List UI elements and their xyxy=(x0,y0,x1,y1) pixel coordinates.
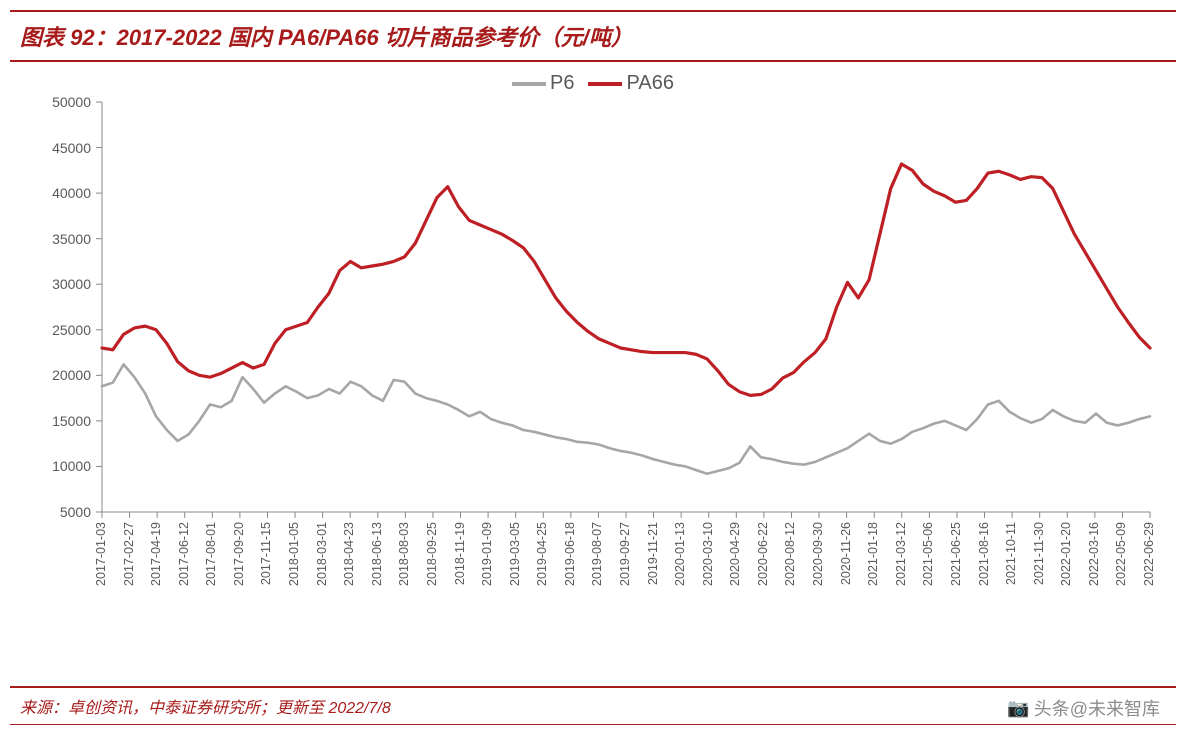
watermark-icon: 📷 xyxy=(1007,698,1029,719)
y-tick-label: 30000 xyxy=(52,276,91,292)
y-tick-label: 45000 xyxy=(52,140,91,156)
x-tick-label: 2021-03-12 xyxy=(894,522,908,586)
y-tick-label: 35000 xyxy=(52,231,91,247)
x-tick-label: 2018-01-05 xyxy=(287,522,301,586)
title-bar: 图表 92：2017-2022 国内 PA6/PA66 切片商品参考价（元/吨） xyxy=(10,10,1176,62)
watermark: 📷 头条@未来智库 xyxy=(1007,695,1160,721)
x-tick-label: 2019-09-27 xyxy=(618,522,632,586)
x-tick-label: 2017-01-03 xyxy=(94,522,108,586)
x-tick-label: 2020-06-22 xyxy=(756,522,770,586)
x-tick-label: 2022-03-16 xyxy=(1087,522,1101,586)
x-tick-label: 2021-01-18 xyxy=(866,522,880,586)
y-tick-label: 50000 xyxy=(52,94,91,110)
x-tick-label: 2019-11-21 xyxy=(646,522,660,585)
x-tick-label: 2018-04-23 xyxy=(342,522,356,586)
x-tick-label: 2018-08-03 xyxy=(397,522,411,586)
chart-title: 图表 92：2017-2022 国内 PA6/PA66 切片商品参考价（元/吨） xyxy=(20,25,633,50)
x-tick-label: 2020-01-13 xyxy=(673,522,687,586)
x-tick-label: 2017-06-12 xyxy=(177,522,191,586)
x-tick-label: 2022-05-09 xyxy=(1114,522,1128,586)
x-tick-label: 2017-02-27 xyxy=(122,522,136,586)
x-tick-label: 2019-01-09 xyxy=(480,522,494,586)
y-tick-label: 20000 xyxy=(52,367,91,383)
y-tick-label: 15000 xyxy=(52,413,91,429)
x-tick-label: 2021-08-16 xyxy=(977,522,991,586)
x-tick-label: 2022-01-20 xyxy=(1059,522,1073,586)
plot-area: P6 PA66 50001000015000200002500030000350… xyxy=(10,72,1176,662)
source-text: 来源：卓创资讯，中泰证券研究所；更新至 2022/7/8 xyxy=(20,700,391,717)
chart-figure: 图表 92：2017-2022 国内 PA6/PA66 切片商品参考价（元/吨）… xyxy=(10,10,1176,727)
x-tick-label: 2021-06-25 xyxy=(949,522,963,586)
x-tick-label: 2018-09-25 xyxy=(425,522,439,586)
x-tick-label: 2017-08-01 xyxy=(204,522,218,586)
x-tick-label: 2019-08-07 xyxy=(590,522,604,586)
x-tick-label: 2019-03-05 xyxy=(508,522,522,586)
x-tick-label: 2020-11-26 xyxy=(839,522,853,585)
y-tick-label: 25000 xyxy=(52,322,91,338)
x-tick-label: 2017-11-15 xyxy=(259,522,273,585)
y-tick-label: 40000 xyxy=(52,185,91,201)
x-tick-label: 2020-09-30 xyxy=(811,522,825,586)
x-tick-label: 2022-06-29 xyxy=(1142,522,1156,586)
x-tick-label: 2018-03-01 xyxy=(315,522,329,586)
x-tick-label: 2020-03-10 xyxy=(701,522,715,586)
y-tick-label: 5000 xyxy=(60,504,91,520)
source-bar: 来源：卓创资讯，中泰证券研究所；更新至 2022/7/8 xyxy=(10,686,1176,725)
x-tick-label: 2019-06-18 xyxy=(563,522,577,586)
x-tick-label: 2018-11-19 xyxy=(453,522,467,585)
watermark-text: 头条@未来智库 xyxy=(1034,695,1160,721)
x-tick-label: 2021-11-30 xyxy=(1032,522,1046,585)
x-tick-label: 2018-06-13 xyxy=(370,522,384,586)
x-tick-label: 2020-04-29 xyxy=(728,522,742,586)
x-tick-label: 2021-10-11 xyxy=(1004,522,1018,585)
x-tick-label: 2020-08-12 xyxy=(783,522,797,586)
x-tick-label: 2019-04-25 xyxy=(535,522,549,586)
y-tick-label: 10000 xyxy=(52,458,91,474)
x-tick-label: 2017-09-20 xyxy=(232,522,246,586)
x-tick-label: 2021-05-06 xyxy=(921,522,935,586)
x-tick-label: 2017-04-19 xyxy=(149,522,163,586)
